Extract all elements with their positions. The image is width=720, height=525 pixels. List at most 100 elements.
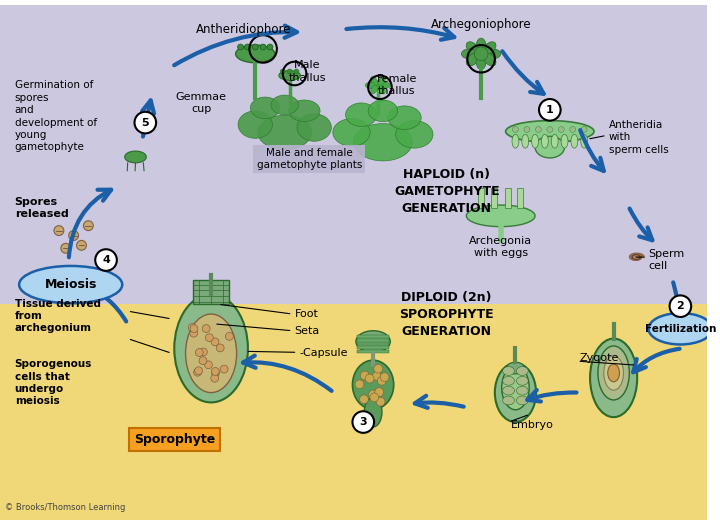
Circle shape	[220, 365, 228, 373]
Ellipse shape	[535, 136, 564, 158]
Ellipse shape	[396, 121, 433, 148]
Circle shape	[194, 367, 202, 375]
Text: Gemmae
cup: Gemmae cup	[176, 92, 227, 114]
Ellipse shape	[483, 53, 496, 66]
FancyBboxPatch shape	[0, 5, 707, 304]
Text: Sporogenous
cells that
undergo
meiosis: Sporogenous cells that undergo meiosis	[14, 359, 92, 406]
Text: Male and female
gametophyte plants: Male and female gametophyte plants	[256, 148, 362, 170]
Ellipse shape	[476, 54, 486, 70]
Circle shape	[380, 373, 389, 382]
Ellipse shape	[379, 85, 385, 94]
Ellipse shape	[294, 69, 299, 74]
Circle shape	[199, 348, 207, 356]
Circle shape	[670, 296, 691, 317]
Text: Male
thallus: Male thallus	[289, 60, 326, 83]
Text: Antheridia
with
sperm cells: Antheridia with sperm cells	[608, 120, 668, 155]
Circle shape	[205, 334, 213, 342]
FancyBboxPatch shape	[0, 304, 707, 520]
Ellipse shape	[503, 386, 515, 395]
Ellipse shape	[581, 127, 587, 132]
FancyBboxPatch shape	[505, 188, 510, 208]
Circle shape	[376, 397, 385, 406]
Ellipse shape	[522, 134, 528, 148]
Text: 4: 4	[102, 255, 110, 265]
Text: Embryo: Embryo	[510, 420, 554, 430]
Circle shape	[135, 112, 156, 133]
Circle shape	[225, 332, 233, 340]
Text: Zygote: Zygote	[580, 353, 618, 363]
Ellipse shape	[61, 244, 71, 253]
Text: Antheridiophore: Antheridiophore	[196, 23, 291, 36]
Ellipse shape	[238, 111, 272, 138]
Circle shape	[369, 390, 377, 399]
Ellipse shape	[531, 134, 539, 148]
Ellipse shape	[536, 127, 541, 132]
Ellipse shape	[76, 240, 86, 250]
Ellipse shape	[541, 134, 549, 148]
Ellipse shape	[354, 123, 413, 161]
Text: Meiosis: Meiosis	[45, 278, 97, 291]
Text: Archegonia
with eggs: Archegonia with eggs	[469, 236, 532, 258]
Ellipse shape	[260, 44, 266, 50]
Ellipse shape	[54, 226, 64, 236]
Ellipse shape	[462, 49, 477, 59]
Ellipse shape	[513, 127, 518, 132]
Ellipse shape	[561, 134, 568, 148]
Text: 3: 3	[359, 417, 367, 427]
Ellipse shape	[516, 376, 528, 385]
Ellipse shape	[258, 115, 312, 150]
FancyBboxPatch shape	[357, 342, 389, 345]
Text: Sporophyte: Sporophyte	[134, 433, 215, 446]
Ellipse shape	[507, 362, 524, 374]
Ellipse shape	[516, 366, 528, 375]
Ellipse shape	[476, 38, 486, 54]
Ellipse shape	[388, 106, 421, 130]
Text: Female
thallus: Female thallus	[377, 74, 417, 97]
Ellipse shape	[364, 397, 382, 427]
Ellipse shape	[474, 47, 488, 61]
Circle shape	[359, 395, 369, 404]
Ellipse shape	[238, 44, 243, 50]
Circle shape	[539, 99, 561, 121]
Circle shape	[204, 361, 212, 369]
Circle shape	[190, 329, 198, 337]
Circle shape	[202, 324, 210, 332]
Ellipse shape	[512, 134, 519, 148]
Circle shape	[190, 324, 198, 332]
Circle shape	[365, 374, 374, 383]
Ellipse shape	[467, 42, 480, 55]
Circle shape	[212, 368, 219, 375]
Text: Sperm
cell: Sperm cell	[648, 249, 684, 271]
Text: HAPLOID (n)
GAMETOPHYTE
GENERATION: HAPLOID (n) GAMETOPHYTE GENERATION	[394, 168, 500, 215]
Circle shape	[377, 376, 386, 385]
Ellipse shape	[267, 44, 273, 50]
Circle shape	[374, 364, 382, 373]
Ellipse shape	[186, 314, 237, 393]
Ellipse shape	[570, 127, 576, 132]
Ellipse shape	[365, 82, 375, 88]
Ellipse shape	[379, 77, 385, 86]
Ellipse shape	[503, 366, 515, 375]
Ellipse shape	[371, 85, 377, 94]
Ellipse shape	[245, 44, 251, 50]
Ellipse shape	[649, 313, 712, 344]
Text: 2: 2	[677, 301, 684, 311]
Ellipse shape	[503, 396, 515, 405]
FancyBboxPatch shape	[357, 350, 389, 353]
FancyBboxPatch shape	[478, 188, 484, 208]
Ellipse shape	[502, 365, 529, 410]
Ellipse shape	[125, 151, 146, 163]
Ellipse shape	[608, 364, 619, 382]
FancyBboxPatch shape	[357, 339, 389, 342]
Ellipse shape	[251, 97, 280, 119]
Text: Germination of
spores
and
development of
young
gametophyte: Germination of spores and development of…	[14, 80, 97, 152]
Ellipse shape	[356, 331, 390, 352]
Circle shape	[194, 369, 202, 376]
Circle shape	[211, 374, 219, 382]
Ellipse shape	[297, 114, 331, 141]
Text: Archegoniophore: Archegoniophore	[431, 18, 531, 31]
Ellipse shape	[333, 119, 370, 146]
Ellipse shape	[503, 376, 515, 385]
Ellipse shape	[467, 53, 480, 66]
Circle shape	[216, 344, 224, 352]
